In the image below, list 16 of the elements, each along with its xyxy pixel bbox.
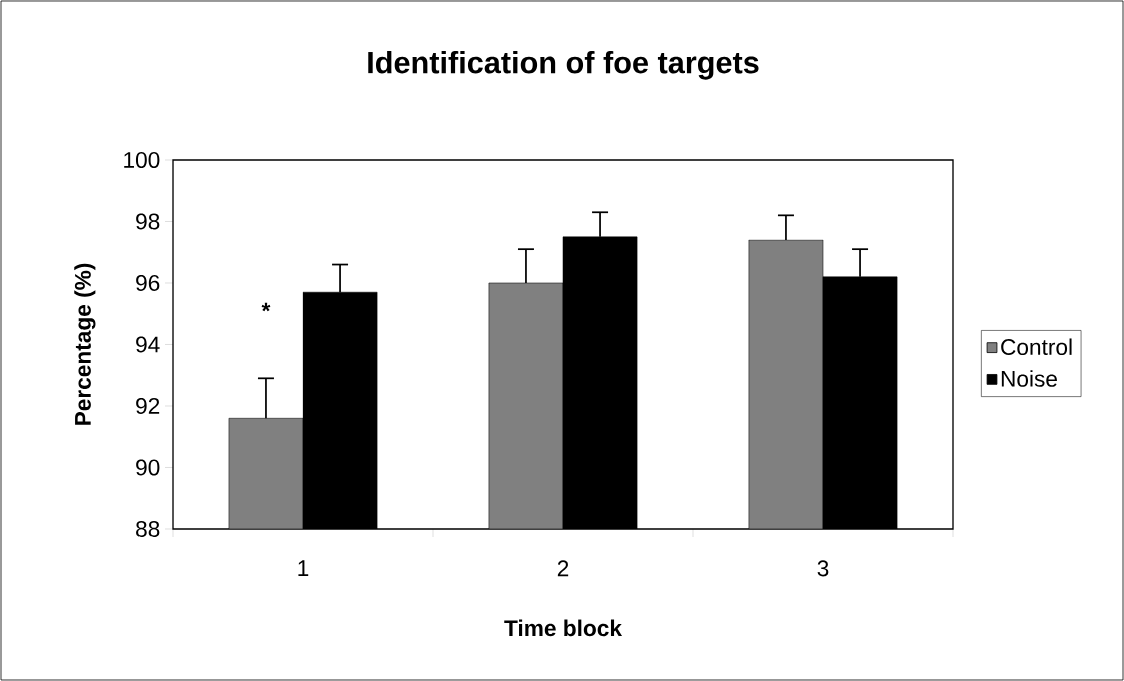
chart-title: Identification of foe targets: [368, 50, 759, 80]
x-axis-title: Time block: [504, 619, 623, 637]
y-tick-label: 88: [136, 520, 160, 538]
legend-label: Noise: [1001, 370, 1057, 387]
legend-label: Control: [1001, 338, 1072, 356]
annotation: *: [261, 302, 271, 312]
y-tick-label: 100: [124, 151, 160, 169]
y-tick-label: 94: [136, 336, 160, 353]
y-tick-label: 90: [136, 459, 160, 476]
y-tick-label: 98: [136, 213, 160, 230]
y-tick-label: 92: [136, 397, 160, 415]
x-tick-label: 3: [817, 560, 829, 577]
y-tick-label: 96: [136, 274, 160, 292]
x-tick-label: 2: [557, 560, 569, 577]
y-axis-title: Percentage (%): [74, 263, 96, 425]
x-tick-label: 1: [298, 560, 309, 576]
